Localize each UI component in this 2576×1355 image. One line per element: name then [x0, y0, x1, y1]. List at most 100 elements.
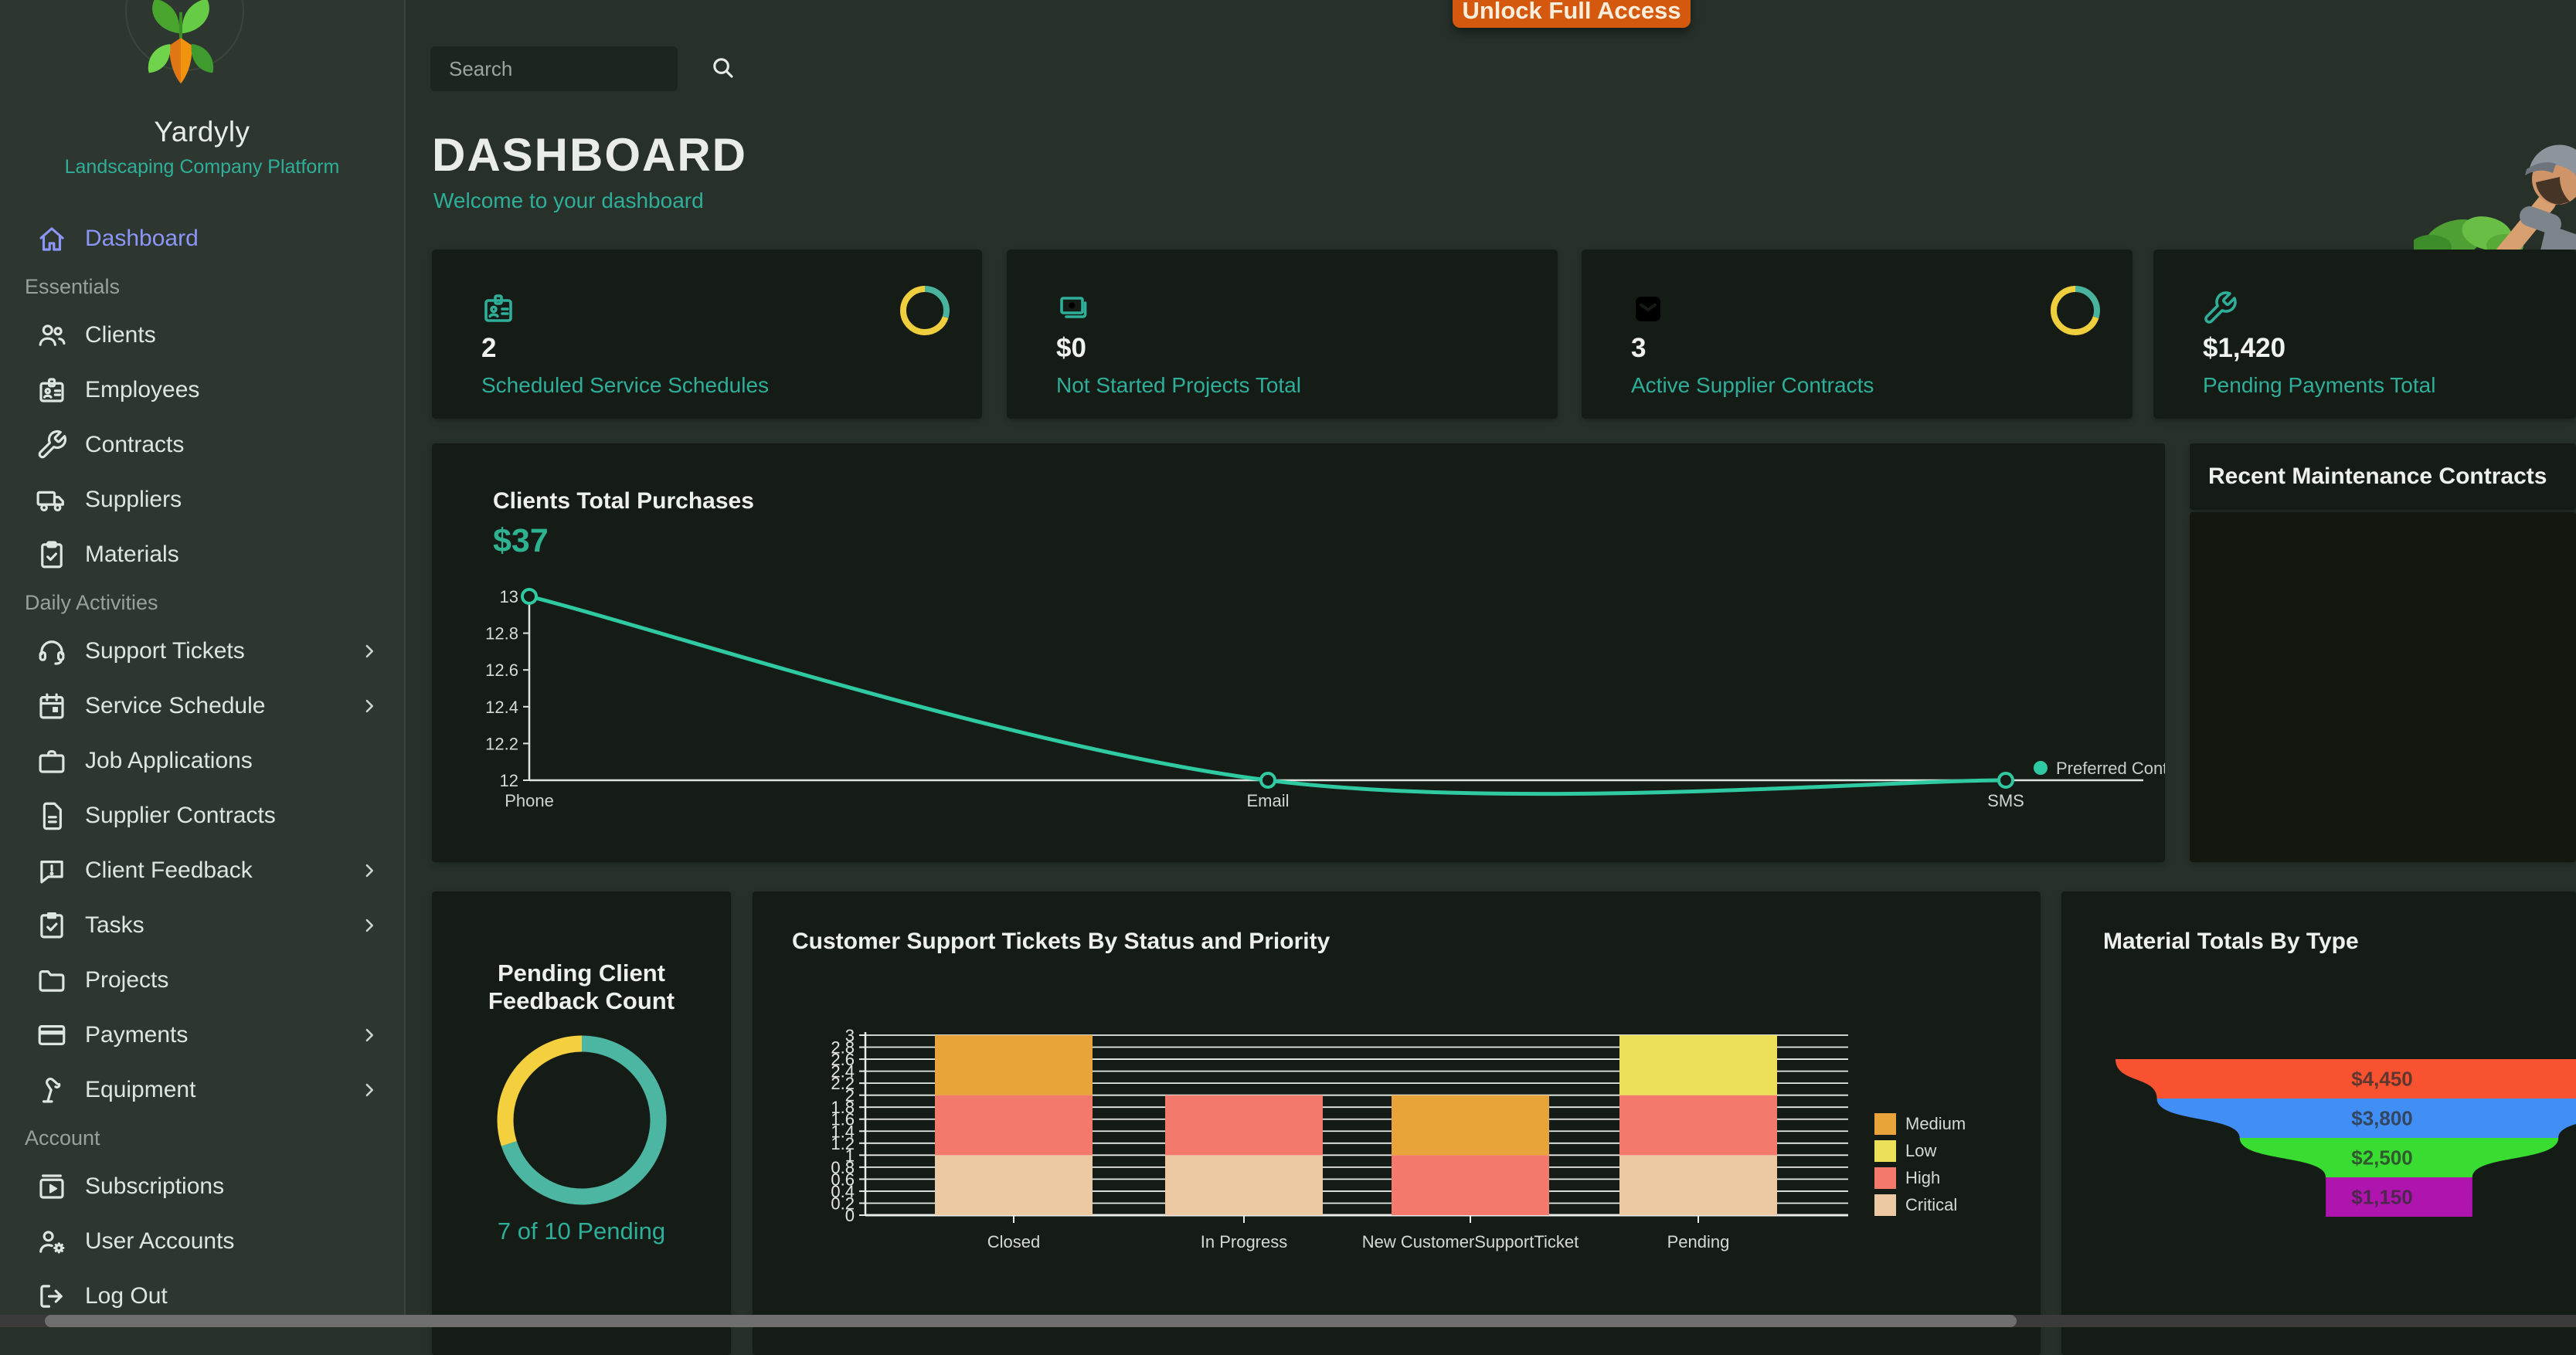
- stat-progress-ring: [2051, 286, 2100, 335]
- svg-text:0.4: 0.4: [831, 1182, 855, 1201]
- sidebar-item-label: Materials: [85, 542, 179, 567]
- stat-card-pending-payments-total[interactable]: $1,420 Pending Payments Total: [2153, 250, 2576, 419]
- svg-text:1.6: 1.6: [831, 1110, 855, 1129]
- chevron-right-icon[interactable]: [358, 914, 381, 937]
- svg-text:12.6: 12.6: [485, 661, 518, 680]
- horizontal-scrollbar-track[interactable]: [0, 1315, 2576, 1327]
- wrench-icon: [36, 429, 68, 461]
- page-subtitle: Welcome to your dashboard: [433, 188, 704, 212]
- sidebar-item-equipment[interactable]: Equipment: [0, 1071, 404, 1109]
- svg-text:2.4: 2.4: [831, 1062, 855, 1082]
- sidebar-nav: Dashboard Essentials Clients Employees Contr…: [0, 220, 404, 1315]
- svg-text:2.8: 2.8: [831, 1038, 855, 1058]
- id-badge-icon: [36, 374, 68, 406]
- sidebar-item-label: Subscriptions: [85, 1173, 225, 1199]
- recent-maintenance-title: Recent Maintenance Contracts: [2208, 464, 2547, 489]
- stat-card-active-supplier-contracts[interactable]: 3 Active Supplier Contracts: [1582, 250, 2133, 419]
- sidebar-item-user-accounts[interactable]: User Accounts: [0, 1223, 404, 1260]
- sidebar-item-dashboard[interactable]: Dashboard: [0, 220, 404, 257]
- calendar-icon: [36, 690, 68, 722]
- landscaper-illustration: [2414, 131, 2576, 250]
- nav-section-essentials: Essentials: [25, 275, 121, 298]
- cash-icon: [1055, 290, 1092, 327]
- support-tickets-panel: Customer Support Tickets By Status and P…: [753, 891, 2041, 1355]
- svg-text:2.6: 2.6: [831, 1050, 855, 1069]
- sidebar-item-service-schedule[interactable]: Service Schedule: [0, 688, 404, 725]
- svg-text:0.2: 0.2: [831, 1194, 855, 1213]
- credit-card-icon: [36, 1019, 68, 1051]
- sidebar-item-subscriptions[interactable]: Subscriptions: [0, 1168, 404, 1205]
- stat-value: $0: [1056, 333, 1086, 363]
- sidebar-item-supplier-contracts[interactable]: Supplier Contracts: [0, 797, 404, 834]
- stat-label: Active Supplier Contracts: [1631, 373, 1874, 397]
- sidebar-item-label: Dashboard: [85, 226, 199, 251]
- svg-text:$3,800: $3,800: [2351, 1107, 2413, 1130]
- recent-maintenance-contracts-header: Recent Maintenance Contracts: [2190, 443, 2576, 510]
- chevron-right-icon[interactable]: [358, 1024, 381, 1047]
- svg-text:Critical: Critical: [1905, 1195, 1957, 1214]
- nav-section-daily-activities: Daily Activities: [25, 591, 158, 614]
- svg-text:SMS: SMS: [1987, 791, 2024, 810]
- svg-text:0.8: 0.8: [831, 1158, 855, 1177]
- svg-text:Pending: Pending: [1667, 1232, 1730, 1251]
- svg-text:1.2: 1.2: [831, 1134, 855, 1153]
- sidebar-item-projects[interactable]: Projects: [0, 962, 404, 999]
- sidebar-item-label: Equipment: [85, 1077, 196, 1102]
- sidebar-item-label: Job Applications: [85, 748, 253, 773]
- stat-card-not-started-projects-total[interactable]: $0 Not Started Projects Total: [1007, 250, 1558, 419]
- search-input[interactable]: [447, 56, 709, 82]
- sidebar-item-log-out[interactable]: Log Out: [0, 1278, 404, 1315]
- sidebar-item-clients[interactable]: Clients: [0, 317, 404, 354]
- sidebar-item-label: Tasks: [85, 912, 144, 938]
- search-icon[interactable]: [709, 54, 736, 84]
- svg-text:$4,450: $4,450: [2351, 1068, 2413, 1091]
- sidebar-item-label: Payments: [85, 1022, 189, 1048]
- svg-text:12: 12: [500, 771, 518, 790]
- sidebar-item-employees[interactable]: Employees: [0, 372, 404, 409]
- svg-text:New CustomerSupportTicket: New CustomerSupportTicket: [1362, 1232, 1579, 1251]
- chevron-right-icon[interactable]: [358, 1078, 381, 1102]
- stat-card-scheduled-service-schedules[interactable]: 2 Scheduled Service Schedules: [432, 250, 982, 419]
- sidebar-item-contracts[interactable]: Contracts: [0, 426, 404, 464]
- sidebar-item-label: Client Feedback: [85, 857, 253, 883]
- feedback-title: Pending Client Feedback Count: [488, 959, 675, 1014]
- horizontal-scrollbar-thumb[interactable]: [45, 1315, 2017, 1327]
- folder-icon: [36, 964, 68, 997]
- sidebar-item-suppliers[interactable]: Suppliers: [0, 481, 404, 518]
- file-icon: [36, 800, 68, 832]
- svg-text:Preferred Cont: Preferred Cont: [2056, 759, 2165, 778]
- sidebar-item-tasks[interactable]: Tasks: [0, 907, 404, 944]
- stat-progress-ring: [900, 286, 950, 335]
- headset-icon: [36, 635, 68, 667]
- stat-label: Pending Payments Total: [2203, 373, 2436, 397]
- stat-value: 3: [1631, 333, 1647, 363]
- svg-text:In Progress: In Progress: [1201, 1232, 1288, 1251]
- svg-text:1.4: 1.4: [831, 1122, 855, 1141]
- chevron-right-icon[interactable]: [358, 694, 381, 718]
- logout-icon: [36, 1280, 68, 1313]
- svg-text:Closed: Closed: [987, 1232, 1040, 1251]
- stat-value: 2: [481, 333, 497, 363]
- sidebar-item-label: Contracts: [85, 432, 185, 457]
- chevron-right-icon[interactable]: [358, 859, 381, 882]
- sidebar-item-materials[interactable]: Materials: [0, 536, 404, 573]
- sidebar-item-job-applications[interactable]: Job Applications: [0, 742, 404, 779]
- sidebar-item-label: Support Tickets: [85, 638, 245, 664]
- briefcase-icon: [36, 745, 68, 777]
- brand-title: Yardyly: [154, 116, 250, 148]
- stat-label: Scheduled Service Schedules: [481, 373, 770, 397]
- tickets-title: Customer Support Tickets By Status and P…: [792, 929, 1330, 954]
- subscriptions-icon: [36, 1170, 68, 1203]
- tasks-icon: [36, 909, 68, 942]
- nav-section-account: Account: [25, 1126, 100, 1150]
- sidebar-item-label: Clients: [85, 322, 156, 348]
- sidebar-item-support-tickets[interactable]: Support Tickets: [0, 633, 404, 670]
- sidebar-item-label: Service Schedule: [85, 693, 266, 718]
- unlock-full-access-button[interactable]: Unlock Full Access: [1453, 0, 1691, 28]
- chevron-right-icon[interactable]: [358, 640, 381, 663]
- svg-text:3: 3: [845, 1026, 855, 1045]
- svg-text:$2,500: $2,500: [2351, 1146, 2413, 1170]
- sidebar-item-client-feedback[interactable]: Client Feedback: [0, 852, 404, 889]
- sidebar: Yardyly Landscaping Company Platform Das…: [0, 0, 406, 1327]
- sidebar-item-payments[interactable]: Payments: [0, 1017, 404, 1054]
